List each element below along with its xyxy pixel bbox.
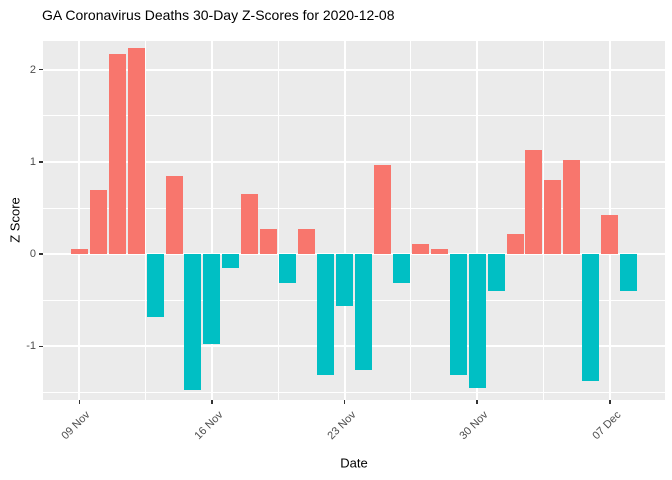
bar — [525, 149, 543, 255]
bar — [411, 244, 429, 255]
gridline-major-v — [476, 41, 479, 400]
x-tick-label: 07 Dec — [590, 409, 624, 443]
bar — [620, 254, 638, 292]
bar — [203, 254, 221, 344]
bar — [373, 164, 391, 255]
bar — [260, 229, 278, 255]
y-axis-title: Z Score — [7, 197, 23, 243]
x-tick-mark — [609, 400, 611, 404]
bar — [430, 248, 448, 255]
gridline-major-v — [343, 41, 346, 400]
x-tick-label: 30 Nov — [457, 409, 491, 443]
bar — [487, 254, 505, 292]
bar — [601, 214, 619, 255]
y-tick-mark — [39, 345, 43, 348]
bar — [317, 254, 335, 376]
gridline-major-h — [43, 68, 665, 71]
y-tick-label: 1 — [29, 155, 36, 168]
bar — [354, 254, 372, 370]
gridline-minor-h — [43, 392, 665, 394]
x-tick-mark — [78, 400, 81, 404]
bar — [336, 254, 354, 306]
gridline-major-v — [78, 41, 81, 400]
gridline-minor-v — [410, 41, 412, 400]
chart-title: GA Coronavirus Deaths 30-Day Z-Scores fo… — [42, 7, 395, 23]
bar — [89, 189, 107, 255]
bar — [582, 254, 600, 381]
gridline-minor-h — [43, 299, 665, 301]
y-tick-mark — [39, 68, 43, 71]
y-tick-mark — [39, 253, 43, 255]
plot-panel — [43, 41, 665, 400]
bar — [222, 254, 240, 268]
bar — [279, 254, 297, 283]
bar — [241, 194, 259, 255]
y-tick-label: 0 — [29, 248, 36, 261]
bar — [127, 48, 145, 255]
y-tick-mark — [39, 161, 43, 163]
bar — [544, 180, 562, 255]
gridline-minor-h — [43, 115, 665, 117]
x-tick-label: 09 Nov — [59, 409, 93, 443]
gridline-major-h — [43, 253, 665, 256]
gridline-minor-v — [145, 41, 147, 400]
bar — [165, 175, 183, 255]
x-tick-label: 16 Nov — [192, 409, 226, 443]
x-tick-mark — [211, 400, 213, 404]
gridline-minor-v — [277, 41, 279, 400]
gridline-major-v — [210, 41, 213, 400]
gridline-minor-h — [43, 207, 665, 209]
bar — [506, 233, 524, 255]
gridline-minor-v — [542, 41, 544, 400]
bar — [468, 254, 486, 388]
y-tick-label: -1 — [26, 340, 36, 353]
bar — [449, 254, 467, 376]
bar — [298, 229, 316, 255]
gridline-major-h — [43, 160, 665, 163]
x-axis-title: Date — [340, 455, 368, 471]
bar — [563, 160, 581, 255]
x-tick-mark — [476, 400, 478, 404]
bar — [184, 254, 202, 390]
bar — [392, 254, 410, 283]
x-tick-label: 23 Nov — [324, 409, 359, 443]
bar — [70, 248, 88, 255]
y-tick-label: 2 — [29, 63, 36, 76]
x-tick-mark — [343, 400, 346, 404]
bar — [146, 254, 164, 317]
bar — [108, 53, 126, 255]
gridline-major-h — [43, 345, 665, 348]
